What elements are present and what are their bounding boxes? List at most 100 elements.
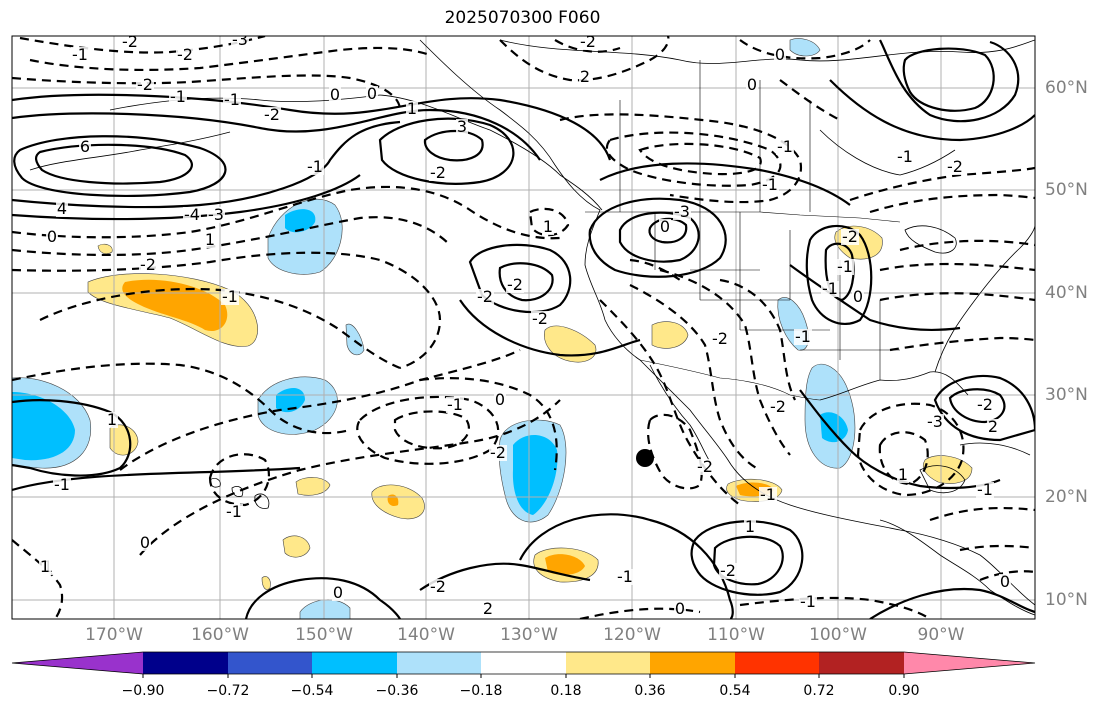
contour-solid (902, 47, 995, 112)
contour-label-bg (306, 159, 324, 175)
coastlines (29, 39, 1035, 616)
contour-dashed (779, 79, 841, 121)
contour-dashed (12, 539, 64, 619)
contour-label-bg (852, 289, 864, 305)
contour-label: -1 (777, 137, 793, 156)
contour-label-bg (616, 569, 634, 585)
contour-dashed (39, 287, 401, 370)
colorbar-tick-label: 0.54 (719, 683, 751, 699)
contour-solid (789, 264, 961, 332)
latitude-label: 10°N (1045, 590, 1088, 610)
latitude-label: 20°N (1045, 487, 1088, 507)
contour-dashed (849, 166, 1035, 202)
fill-positive-area (295, 477, 331, 496)
contour-dashed (869, 193, 1035, 214)
contour-dashed (528, 207, 570, 237)
colorbar-tick-label: −0.18 (459, 683, 503, 699)
contour-label-bg (329, 87, 341, 103)
contour-solid (12, 120, 401, 209)
contour-dashed (959, 544, 1035, 552)
contour-label: -2 (770, 397, 786, 416)
hudson-bay (819, 129, 956, 176)
contour-label-bg (366, 86, 378, 102)
contour-label: 0 (660, 217, 670, 236)
contour-solid (468, 243, 572, 314)
contour-label-bg (542, 219, 554, 235)
contour-label: -2 (532, 309, 548, 328)
contour-label-bg (976, 397, 994, 413)
longitude-label: 130°W (500, 625, 558, 645)
contour-label: 1 (107, 410, 117, 429)
contour-label-bg (139, 535, 151, 551)
contour-label: -1 (822, 279, 838, 298)
graticule (12, 36, 1035, 619)
contour-solid (799, 389, 1001, 490)
contour-label: -2 (430, 577, 446, 596)
latitude-label: 60°N (1045, 78, 1088, 98)
contour-label: -2 (712, 329, 728, 348)
fill-positive-area (261, 576, 271, 590)
contour-label-bg (429, 165, 447, 181)
contour-label-bg (836, 259, 854, 275)
contour-label-bg (176, 47, 194, 63)
colorbar-tick-label: −0.90 (121, 683, 165, 699)
contour-label-bg (711, 331, 729, 347)
longitude-label: 110°W (707, 625, 765, 645)
contour-solid (459, 299, 641, 357)
colorbar (11, 651, 1036, 678)
contour-label: 0 (775, 45, 785, 64)
contour-label-bg (39, 559, 51, 575)
yucatan (919, 465, 966, 494)
contour-label-bg (821, 281, 839, 297)
contour-label: 6 (80, 137, 90, 156)
us-mexico-border (639, 359, 821, 401)
contour-label-bg (139, 257, 157, 273)
contour-label: 1 (205, 230, 215, 249)
contour-dashed (659, 268, 791, 456)
contour-label: -2 (842, 227, 858, 246)
contour-label: -2 (977, 395, 993, 414)
contour-dashed (12, 185, 561, 240)
contour-solid (599, 162, 851, 206)
fill-positive-area (544, 325, 597, 363)
contour-label: -1 (760, 485, 776, 504)
contour-label: 0 (47, 227, 57, 246)
contour-label: 0 (333, 583, 343, 602)
contour-label: -2 (490, 443, 506, 462)
colorbar-segment (228, 652, 312, 674)
colorbar-tick-label: −0.36 (375, 683, 419, 699)
colorbar-segment (312, 652, 397, 674)
contour-dashed (889, 336, 1035, 352)
contour-label-bg (926, 414, 944, 430)
plot-frame (11, 35, 1036, 620)
contour-dashed (12, 216, 451, 257)
fill-negative-core (285, 209, 316, 233)
contour-dashed (629, 284, 761, 471)
contour-dashed (856, 402, 965, 497)
contour-label: -1 (977, 480, 993, 499)
contour-label-bg (506, 277, 524, 293)
contour-label-bg (223, 92, 241, 108)
contour-dashed (12, 362, 351, 435)
contour-label: -2 (947, 157, 963, 176)
contour-label-bg (759, 487, 777, 503)
contour-solid (948, 388, 1006, 424)
contour-label: 1 (40, 557, 50, 576)
contour-label-bg (71, 47, 89, 63)
contour-label-bg (482, 601, 494, 617)
contour-label: -2 (580, 32, 596, 51)
colorbar-segment (566, 652, 650, 674)
contour-label-bg (531, 311, 549, 327)
contour-label: -1 (222, 287, 238, 306)
contour-label-bg (231, 36, 249, 48)
contour-dashed (559, 113, 803, 204)
contour-dashed (599, 299, 741, 506)
fill-negative-core (820, 412, 848, 443)
gulf-coast (819, 371, 969, 401)
contour-dashed (393, 410, 470, 450)
contours-negative (12, 36, 1035, 619)
fill-positive-area (97, 243, 113, 255)
contour-dashed (739, 39, 871, 60)
contour-label-bg (673, 204, 691, 220)
